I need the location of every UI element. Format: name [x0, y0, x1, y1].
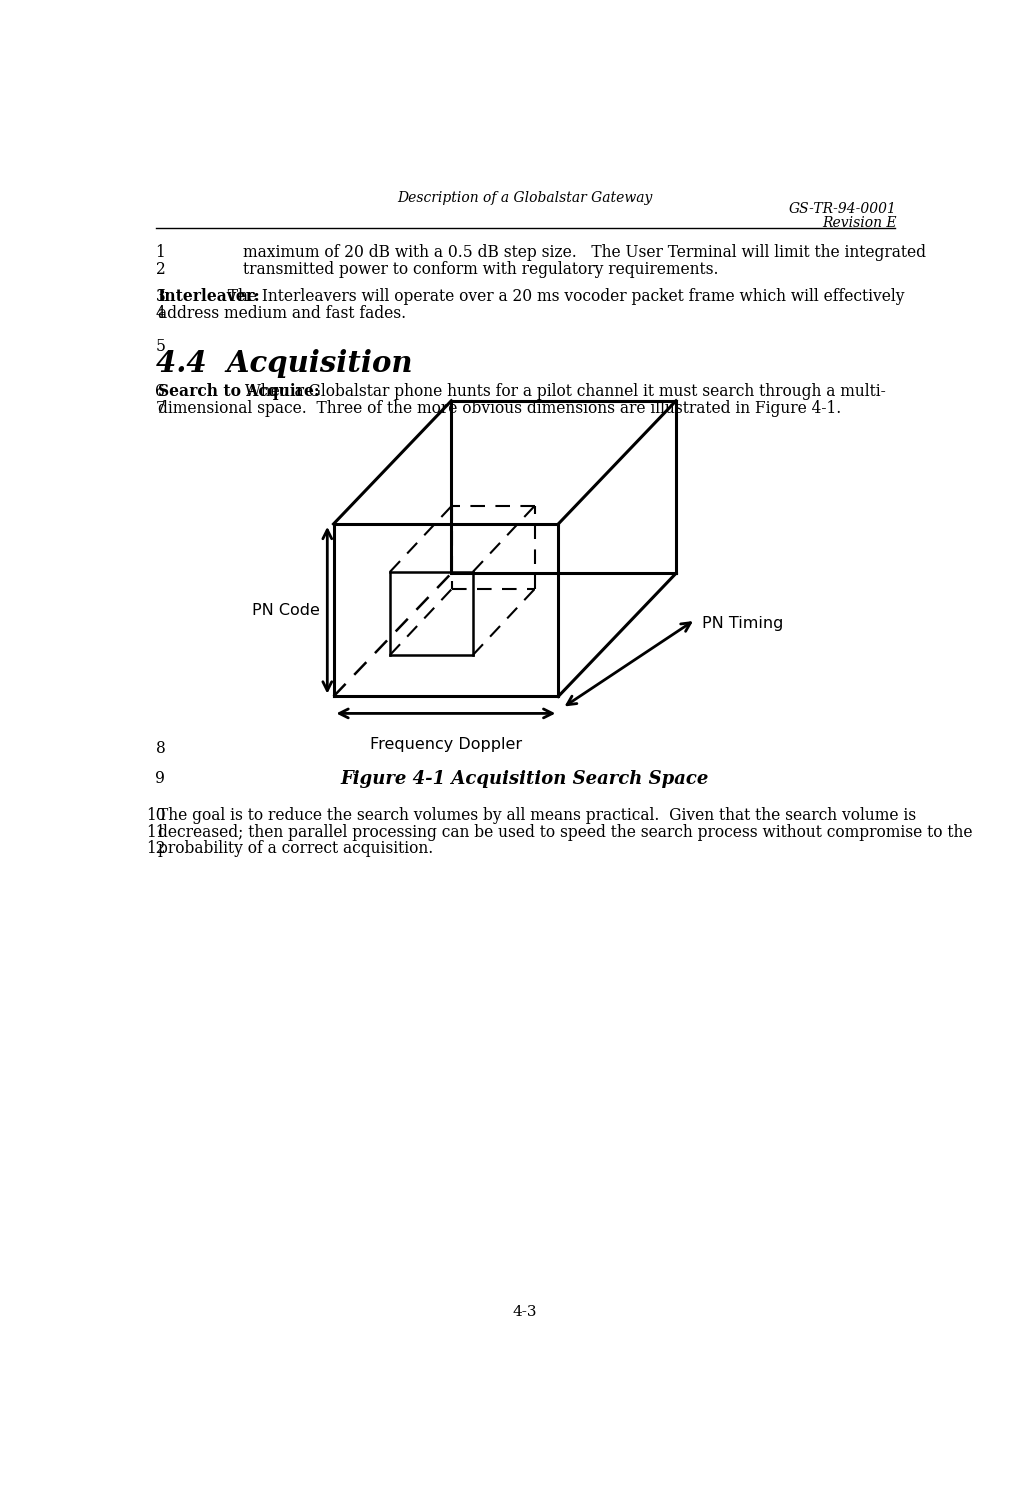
Text: GS-TR-94-0001: GS-TR-94-0001 — [789, 201, 897, 216]
Text: The goal is to reduce the search volumes by all means practical.  Given that the: The goal is to reduce the search volumes… — [158, 807, 915, 824]
Text: maximum of 20 dB with a 0.5 dB step size.   The User Terminal will limit the int: maximum of 20 dB with a 0.5 dB step size… — [243, 245, 926, 261]
Text: 1: 1 — [156, 245, 165, 261]
Text: dimensional space.  Three of the more obvious dimensions are illustrated in Figu: dimensional space. Three of the more obv… — [158, 400, 840, 418]
Text: transmitted power to conform with regulatory requirements.: transmitted power to conform with regula… — [243, 261, 719, 279]
Text: 2: 2 — [156, 261, 165, 279]
Text: Search to Acquire:: Search to Acquire: — [158, 383, 319, 400]
Text: 4: 4 — [156, 304, 165, 322]
Text: The Interleavers will operate over a 20 ms vocoder packet frame which will effec: The Interleavers will operate over a 20 … — [218, 288, 904, 304]
Text: 12: 12 — [146, 840, 165, 858]
Text: Interleaver:: Interleaver: — [158, 288, 260, 304]
Text: 4.4  Acquisition: 4.4 Acquisition — [156, 349, 412, 377]
Text: 6: 6 — [156, 383, 165, 400]
Text: PN Timing: PN Timing — [702, 616, 783, 631]
Text: 11: 11 — [146, 824, 165, 840]
Text: probability of a correct acquisition.: probability of a correct acquisition. — [158, 840, 433, 858]
Text: 4-3: 4-3 — [512, 1306, 537, 1319]
Text: PN Code: PN Code — [252, 603, 320, 618]
Text: Description of a Globalstar Gateway: Description of a Globalstar Gateway — [398, 191, 653, 204]
Text: 9: 9 — [156, 770, 165, 786]
Text: Figure 4-1 Acquisition Search Space: Figure 4-1 Acquisition Search Space — [340, 770, 709, 788]
Text: 10: 10 — [146, 807, 165, 824]
Text: Frequency Doppler: Frequency Doppler — [370, 737, 522, 752]
Text: 8: 8 — [156, 740, 165, 758]
Text: 3: 3 — [156, 288, 165, 304]
Text: decreased; then parallel processing can be used to speed the search process with: decreased; then parallel processing can … — [158, 824, 972, 840]
Text: Revision E: Revision E — [822, 216, 897, 230]
Text: 7: 7 — [156, 400, 165, 418]
Text: When a Globalstar phone hunts for a pilot channel it must search through a multi: When a Globalstar phone hunts for a pilo… — [240, 383, 886, 400]
Text: 5: 5 — [156, 339, 165, 355]
Text: address medium and fast fades.: address medium and fast fades. — [158, 304, 406, 322]
